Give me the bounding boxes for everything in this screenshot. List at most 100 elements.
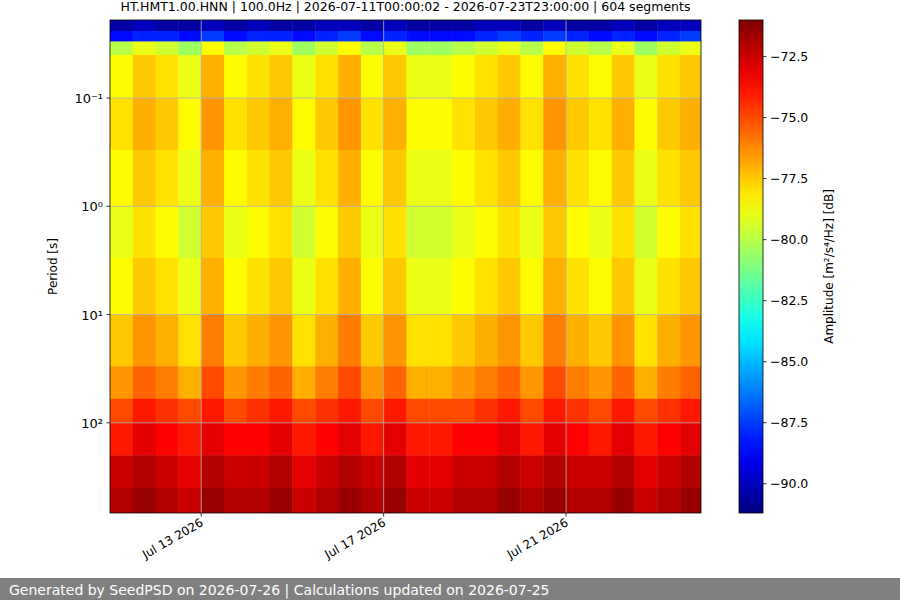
cell xyxy=(156,423,179,456)
cell xyxy=(224,488,247,513)
cell xyxy=(406,366,429,399)
cell xyxy=(634,488,657,513)
cell xyxy=(634,366,657,399)
cell xyxy=(156,315,179,367)
cell xyxy=(224,98,247,150)
cell xyxy=(201,31,224,42)
cell xyxy=(247,150,270,207)
cell xyxy=(247,488,270,513)
cell xyxy=(589,20,612,31)
cell xyxy=(224,150,247,207)
cell xyxy=(361,258,384,315)
cell xyxy=(452,98,475,150)
tick xyxy=(107,98,111,99)
cell xyxy=(452,488,475,513)
cell xyxy=(498,31,521,42)
cell xyxy=(612,455,635,488)
cell xyxy=(338,55,361,98)
cell xyxy=(657,98,680,150)
cell xyxy=(634,20,657,31)
colorbar-tick-label: −90.0 xyxy=(770,476,808,491)
cell xyxy=(338,258,361,315)
cell xyxy=(612,206,635,258)
cell xyxy=(361,98,384,150)
cell xyxy=(498,455,521,488)
cell xyxy=(384,315,407,367)
cell xyxy=(201,98,224,150)
cell xyxy=(247,55,270,98)
cell xyxy=(156,366,179,399)
cell xyxy=(475,20,498,31)
cell xyxy=(110,399,133,423)
cell xyxy=(680,150,701,207)
cell xyxy=(634,150,657,207)
cell xyxy=(589,455,612,488)
cell xyxy=(475,399,498,423)
cell xyxy=(612,366,635,399)
grid-line xyxy=(110,422,701,423)
cell xyxy=(247,98,270,150)
cell xyxy=(589,98,612,150)
cell xyxy=(520,20,543,31)
cell xyxy=(315,98,338,150)
cell xyxy=(315,20,338,31)
cell xyxy=(201,455,224,488)
cell xyxy=(292,206,315,258)
cell xyxy=(270,399,293,423)
cell xyxy=(406,455,429,488)
cell xyxy=(270,366,293,399)
cell xyxy=(429,98,452,150)
cell xyxy=(612,488,635,513)
cell xyxy=(680,366,701,399)
axis-title: Period [s] xyxy=(46,238,60,295)
cell xyxy=(520,55,543,98)
cell xyxy=(566,258,589,315)
cell xyxy=(429,20,452,31)
tick xyxy=(107,314,111,315)
cell xyxy=(224,206,247,258)
cell xyxy=(201,20,224,31)
cell xyxy=(566,41,589,55)
cell xyxy=(178,423,201,456)
cell xyxy=(429,423,452,456)
colorbar-tick-label: −77.5 xyxy=(770,171,808,186)
cell xyxy=(452,423,475,456)
cell xyxy=(292,20,315,31)
cell xyxy=(361,455,384,488)
title: HT.HMT1.00.HNN | 100.0Hz | 2026-07-11T00… xyxy=(121,0,691,14)
cell xyxy=(429,399,452,423)
cell xyxy=(156,399,179,423)
cell xyxy=(680,258,701,315)
cell xyxy=(429,41,452,55)
grid-line xyxy=(110,314,701,315)
cell xyxy=(475,31,498,42)
tick xyxy=(566,513,567,517)
cell xyxy=(589,150,612,207)
cell xyxy=(270,41,293,55)
cell xyxy=(156,150,179,207)
cell xyxy=(361,423,384,456)
cell xyxy=(270,488,293,513)
cell xyxy=(178,41,201,55)
cell xyxy=(270,20,293,31)
colorbar xyxy=(739,20,763,513)
cell xyxy=(201,366,224,399)
cell xyxy=(133,399,156,423)
cell xyxy=(133,258,156,315)
cell xyxy=(292,150,315,207)
cell xyxy=(178,315,201,367)
cell xyxy=(475,455,498,488)
cell xyxy=(110,315,133,367)
cell xyxy=(133,150,156,207)
cell xyxy=(338,455,361,488)
cell xyxy=(156,98,179,150)
cell xyxy=(680,55,701,98)
cell xyxy=(406,399,429,423)
cell xyxy=(498,399,521,423)
cell xyxy=(498,315,521,367)
colorbar-tick xyxy=(763,239,767,240)
cell xyxy=(178,150,201,207)
cell xyxy=(156,31,179,42)
cell xyxy=(133,206,156,258)
cell xyxy=(110,20,133,31)
